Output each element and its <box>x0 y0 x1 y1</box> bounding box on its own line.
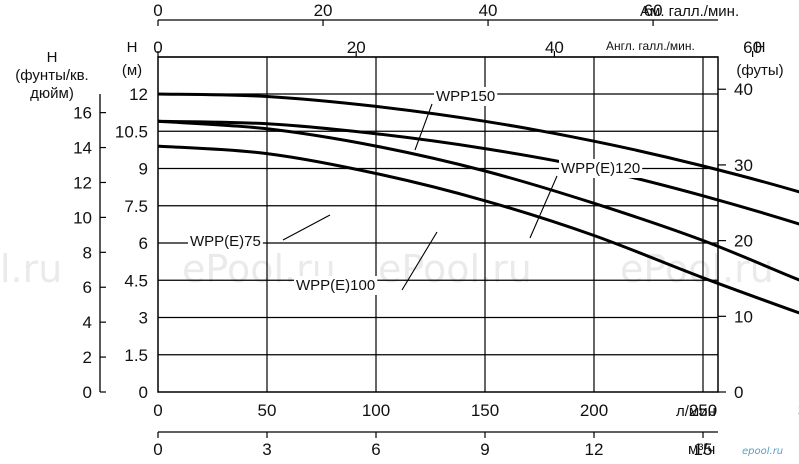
tick-label-psi: 12 <box>73 173 92 192</box>
tick-label-psi: 14 <box>73 139 92 158</box>
tick-label-m3h: 6 <box>371 440 380 459</box>
series-leader-line <box>529 175 558 239</box>
tick-label-psi: 8 <box>83 243 92 262</box>
tick-label-m: 1.5 <box>124 346 148 365</box>
tick-label-feet: 20 <box>734 232 753 251</box>
tick-label-lpm: 100 <box>362 401 390 420</box>
tick-label-lpm: 250 <box>689 401 717 420</box>
m-unit-label: Н <box>127 39 138 56</box>
tick-label-us-gpm: 0 <box>153 1 162 20</box>
us-gpm-unit-label: Ам. галл./мин. <box>640 3 739 20</box>
feet-unit-label: Н <box>755 39 766 56</box>
tick-label-m: 3 <box>139 309 148 328</box>
lpm-unit-label: л/мин <box>676 403 716 420</box>
psi-unit-label: (фунты/кв. <box>15 67 88 84</box>
tick-label-uk-gpm: 0 <box>153 38 162 57</box>
corner-watermark: epool.ru <box>742 446 783 457</box>
psi-unit-label: дюйм) <box>30 85 74 102</box>
feet-unit-label: (футы) <box>736 62 783 79</box>
series-labels: WPP150 WPP(E)120 WPP(E)100 WPP(E)75 <box>188 87 643 295</box>
series-label: WPP(E)120 <box>561 160 640 177</box>
series-line-0 <box>157 92 799 194</box>
tick-label-m3h: 12 <box>585 440 604 459</box>
tick-label-psi: 16 <box>73 104 92 123</box>
tick-label-feet: 30 <box>734 156 753 175</box>
tick-label-psi: 2 <box>83 348 92 367</box>
axis-units: Н(фунты/кв.дюйм)Н(м)Н(футы)л/минм³/чАм. … <box>15 3 783 458</box>
tick-label-m3h: 0 <box>153 440 162 459</box>
tick-label-m: 4.5 <box>124 271 148 290</box>
axes <box>99 19 754 438</box>
series-label-bg <box>294 276 378 295</box>
tick-label-uk-gpm: 60 <box>743 38 762 57</box>
tick-label-m3h: 9 <box>480 440 489 459</box>
series-line-3 <box>157 144 799 315</box>
tick-label-lpm: 200 <box>580 401 608 420</box>
series-leader-line <box>282 214 331 241</box>
watermark-text: ePool.ru <box>378 247 532 291</box>
tick-label-us-gpm: 40 <box>479 1 498 20</box>
tick-labels: 01.534.567.5910.512024681012141601020304… <box>73 1 799 459</box>
tick-label-psi: 6 <box>83 278 92 297</box>
tick-label-feet: 10 <box>734 307 753 326</box>
tick-label-m: 9 <box>139 160 148 179</box>
plot-frame <box>157 56 719 393</box>
psi-unit-label: Н <box>47 49 58 66</box>
grid <box>158 57 718 392</box>
tick-label-m3h: 3 <box>262 440 271 459</box>
series-label-bg <box>559 159 643 178</box>
tick-label-feet: 0 <box>734 383 743 402</box>
series-label: WPP150 <box>436 88 495 105</box>
tick-label-us-gpm: 60 <box>644 1 663 20</box>
tick-label-lpm: 300 <box>798 401 799 420</box>
tick-label-uk-gpm: 40 <box>545 38 564 57</box>
tick-label-lpm: 50 <box>258 401 277 420</box>
tick-label-m: 10.5 <box>115 122 148 141</box>
watermark-text: l.ru <box>0 247 62 291</box>
tick-label-feet: 40 <box>734 80 753 99</box>
series-label-bg <box>188 232 263 251</box>
series-label-bg <box>434 87 498 106</box>
m3h-unit-label: м³/ч <box>688 441 715 458</box>
uk-gpm-unit-label: Англ. галл./мин. <box>606 39 695 53</box>
series-leader-line <box>401 231 438 291</box>
m-unit-label: (м) <box>122 62 142 79</box>
tick-label-m: 12 <box>129 85 148 104</box>
tick-label-m: 6 <box>139 234 148 253</box>
tick-label-lpm: 150 <box>471 401 499 420</box>
tick-label-m: 7.5 <box>124 197 148 216</box>
tick-label-lpm: 0 <box>153 401 162 420</box>
tick-label-psi: 10 <box>73 208 92 227</box>
tick-label-uk-gpm: 20 <box>347 38 366 57</box>
series-label: WPP(E)100 <box>296 277 375 294</box>
tick-label-us-gpm: 20 <box>314 1 333 20</box>
tick-label-psi: 0 <box>83 383 92 402</box>
series-line-2 <box>157 119 799 282</box>
tick-label-psi: 4 <box>83 313 92 332</box>
series-leader-line <box>414 103 433 151</box>
tick-label-m: 0 <box>139 383 148 402</box>
series-label: WPP(E)75 <box>190 233 261 250</box>
tick-label-m3h: 15 <box>694 440 713 459</box>
